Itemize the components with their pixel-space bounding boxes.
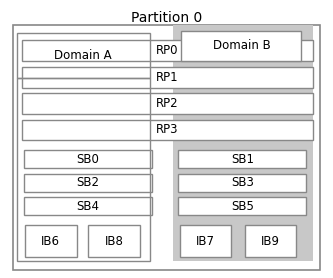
Bar <box>181 31 301 61</box>
Bar <box>22 40 313 61</box>
Text: SB2: SB2 <box>77 176 100 189</box>
Text: IB6: IB6 <box>41 235 60 248</box>
Bar <box>17 33 150 78</box>
Bar <box>13 25 320 270</box>
Text: Domain A: Domain A <box>54 49 112 62</box>
Bar <box>88 225 140 257</box>
Bar <box>24 150 152 168</box>
Bar <box>173 25 313 261</box>
Text: IB9: IB9 <box>261 235 280 248</box>
Text: RP0: RP0 <box>156 44 178 57</box>
Text: SB4: SB4 <box>77 200 100 213</box>
Bar <box>25 225 77 257</box>
Bar <box>245 225 296 257</box>
Bar <box>24 174 152 192</box>
Bar <box>22 120 313 140</box>
Bar <box>24 197 152 215</box>
Text: Domain B: Domain B <box>212 39 270 52</box>
Bar <box>22 93 313 114</box>
Text: RP2: RP2 <box>156 97 178 110</box>
Text: IB7: IB7 <box>196 235 215 248</box>
Text: SB3: SB3 <box>231 176 254 189</box>
Text: SB1: SB1 <box>231 153 254 166</box>
Bar <box>178 197 306 215</box>
Bar <box>17 78 150 261</box>
Text: IB8: IB8 <box>105 235 124 248</box>
Bar <box>178 150 306 168</box>
Text: RP3: RP3 <box>156 123 178 136</box>
Bar <box>17 78 150 261</box>
Text: SB5: SB5 <box>231 200 254 213</box>
Bar <box>178 174 306 192</box>
Text: SB0: SB0 <box>77 153 100 166</box>
Bar <box>22 67 313 88</box>
Text: Partition 0: Partition 0 <box>131 11 202 25</box>
Bar <box>17 33 150 78</box>
Bar <box>180 225 231 257</box>
Text: RP1: RP1 <box>156 71 178 84</box>
